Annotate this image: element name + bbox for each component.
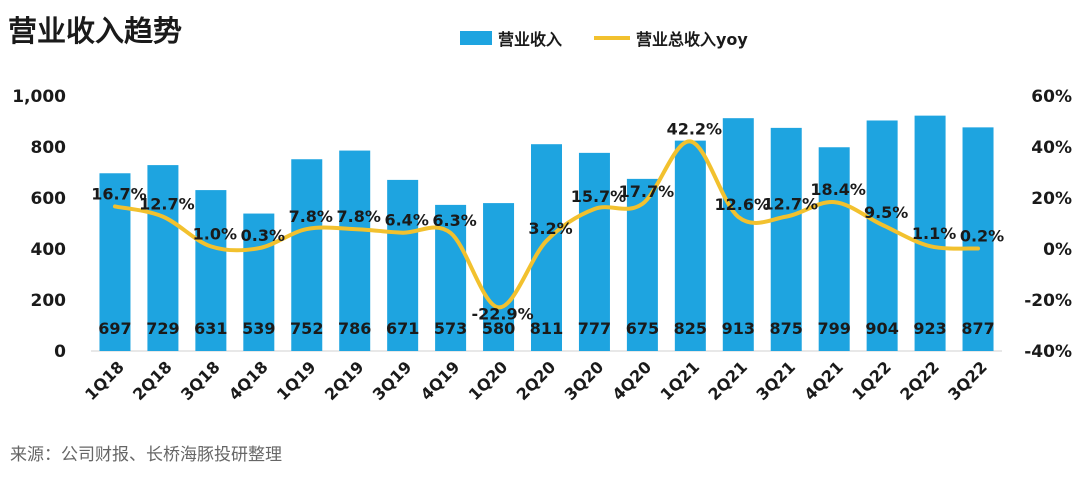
y-left-tick-label: 800 bbox=[31, 138, 67, 158]
bar-revenue bbox=[147, 165, 179, 351]
bar-revenue bbox=[914, 115, 946, 351]
legend-label-yoy: 营业总收入yoy bbox=[636, 30, 748, 49]
bar-value-label: 923 bbox=[913, 319, 946, 338]
bar-value-label: 729 bbox=[146, 319, 179, 338]
yoy-data-label: 15.7% bbox=[571, 187, 627, 206]
yoy-data-label: 1.0% bbox=[193, 224, 237, 243]
yoy-data-label: 7.8% bbox=[289, 207, 333, 226]
y-right-tick-label: 60% bbox=[1031, 87, 1072, 107]
bar-value-label: 811 bbox=[530, 319, 563, 338]
x-category-label: 2Q21 bbox=[704, 357, 751, 404]
yoy-data-label: 0.3% bbox=[241, 226, 285, 245]
yoy-data-label: 6.4% bbox=[384, 211, 428, 230]
bar-revenue bbox=[818, 147, 850, 351]
yoy-data-label: 12.7% bbox=[762, 195, 818, 214]
x-category-label: 4Q21 bbox=[800, 357, 847, 404]
x-category-label: 3Q19 bbox=[369, 357, 416, 404]
bar-value-label: 697 bbox=[98, 319, 131, 338]
bar-revenue bbox=[722, 118, 754, 351]
x-category-label: 1Q22 bbox=[848, 357, 895, 404]
bar-value-label: 580 bbox=[482, 319, 515, 338]
x-category-label: 1Q19 bbox=[273, 357, 320, 404]
y-right-tick-label: 20% bbox=[1031, 189, 1072, 209]
bar-value-label: 777 bbox=[578, 319, 611, 338]
x-category-label: 4Q20 bbox=[609, 357, 656, 404]
yoy-data-label: 18.4% bbox=[810, 180, 866, 199]
yoy-data-label: 9.5% bbox=[864, 203, 908, 222]
bar-value-label: 573 bbox=[434, 319, 467, 338]
bar-value-label: 675 bbox=[626, 319, 659, 338]
bar-revenue bbox=[770, 127, 802, 351]
line-yoy bbox=[113, 139, 980, 310]
x-category-label: 3Q18 bbox=[177, 357, 224, 404]
x-category-label: 2Q19 bbox=[321, 357, 368, 404]
y-left-tick-label: 400 bbox=[31, 240, 67, 260]
yoy-data-label: -22.9% bbox=[471, 304, 533, 323]
yoy-data-label: 0.2% bbox=[960, 226, 1004, 245]
yoy-data-label: 17.7% bbox=[619, 182, 675, 201]
x-category-label: 1Q20 bbox=[465, 357, 512, 404]
bar-revenue bbox=[387, 179, 419, 351]
y-right-tick-label: 40% bbox=[1031, 138, 1072, 158]
chart-title: 营业收入趋势 bbox=[8, 14, 183, 48]
y-left-tick-label: 0 bbox=[54, 342, 66, 362]
bar-revenue bbox=[243, 213, 275, 351]
x-category-label: 4Q18 bbox=[225, 357, 272, 404]
bar-revenue bbox=[866, 120, 898, 351]
x-category-label: 1Q18 bbox=[81, 357, 128, 404]
legend-swatch-revenue bbox=[460, 31, 492, 45]
bar-revenue bbox=[962, 127, 994, 352]
y-right-tick-label: -20% bbox=[1024, 291, 1072, 311]
bar-value-label: 825 bbox=[674, 319, 707, 338]
y-right-tick-label: 0% bbox=[1043, 240, 1072, 260]
bar-value-label: 786 bbox=[338, 319, 371, 338]
x-category-label: 3Q22 bbox=[944, 357, 991, 404]
x-category-label: 2Q20 bbox=[513, 357, 560, 404]
bar-value-label: 799 bbox=[817, 319, 850, 338]
bar-revenue bbox=[531, 144, 562, 351]
x-category-label: 2Q22 bbox=[896, 357, 943, 404]
yoy-data-label: 7.8% bbox=[337, 207, 381, 226]
yoy-data-label: 42.2% bbox=[667, 119, 723, 138]
y-right-tick-label: -40% bbox=[1024, 342, 1072, 362]
y-left-tick-label: 200 bbox=[31, 291, 67, 311]
bar-value-label: 631 bbox=[194, 319, 227, 338]
bar-revenue bbox=[674, 140, 706, 351]
bar-value-label: 539 bbox=[242, 319, 275, 338]
x-category-label: 2Q18 bbox=[129, 357, 176, 404]
bar-value-label: 875 bbox=[770, 319, 803, 338]
bar-revenue bbox=[483, 203, 515, 351]
y-left-tick-label: 600 bbox=[31, 189, 67, 209]
bar-revenue bbox=[195, 190, 227, 351]
bar-revenue bbox=[291, 159, 323, 351]
bar-revenue bbox=[99, 173, 131, 351]
bar-value-label: 752 bbox=[290, 319, 323, 338]
bar-value-label: 904 bbox=[865, 319, 898, 338]
bar-revenue bbox=[578, 152, 610, 351]
yoy-data-label: 3.2% bbox=[528, 219, 572, 238]
bar-value-label: 671 bbox=[386, 319, 419, 338]
yoy-data-label: 12.6% bbox=[715, 195, 771, 214]
source-note: 来源：公司财报、长桥海豚投研整理 bbox=[10, 445, 282, 465]
x-category-label: 3Q21 bbox=[752, 357, 799, 404]
yoy-data-label: 1.1% bbox=[912, 224, 956, 243]
yoy-data-label: 16.7% bbox=[91, 184, 147, 203]
yoy-data-label: 12.7% bbox=[139, 195, 195, 214]
bar-value-label: 913 bbox=[722, 319, 755, 338]
yoy-data-label: 6.3% bbox=[432, 211, 476, 230]
x-category-label: 1Q21 bbox=[657, 357, 704, 404]
legend-label-revenue: 营业收入 bbox=[498, 30, 562, 49]
bar-value-label: 877 bbox=[961, 319, 994, 338]
x-category-label: 4Q19 bbox=[417, 357, 464, 404]
y-left-tick-label: 1,000 bbox=[12, 87, 66, 107]
x-category-label: 3Q20 bbox=[561, 357, 608, 404]
bar-revenue bbox=[339, 150, 371, 351]
